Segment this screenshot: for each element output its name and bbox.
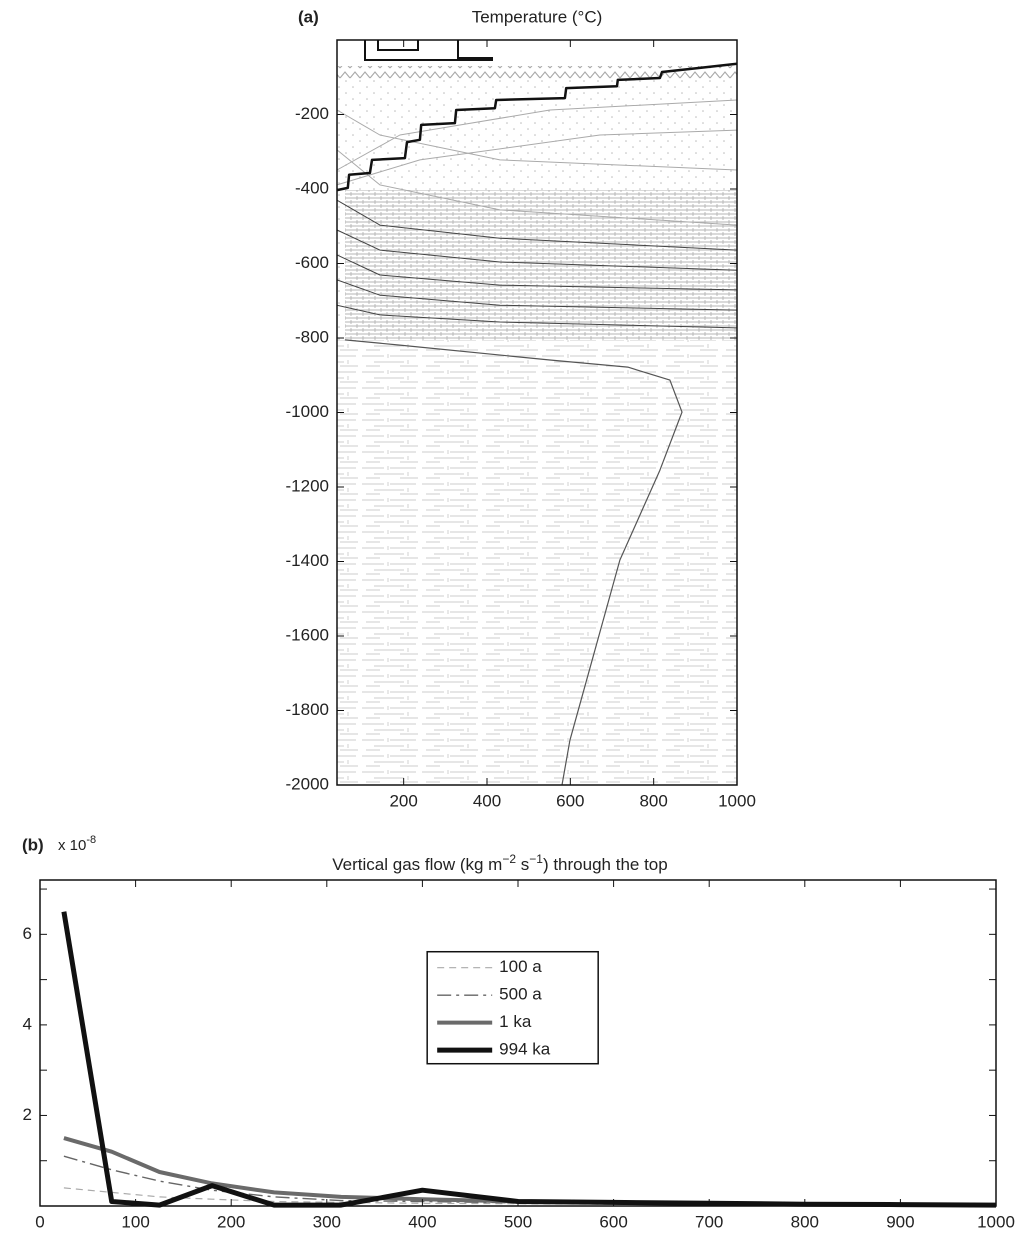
x-tick-label: 400 (408, 1212, 436, 1231)
x-tick-label: 900 (886, 1212, 914, 1231)
legend-label: 100 a (499, 957, 542, 976)
series-line (336, 99, 738, 171)
series-line (336, 279, 738, 311)
title-part: −1 (529, 852, 543, 866)
y-tick-label: 4 (23, 1014, 32, 1033)
x-tick-label: 0 (35, 1212, 44, 1231)
title-part: ) through the top (543, 855, 668, 874)
y-tick-label: -1200 (286, 476, 329, 495)
x-tick-label: 500 (504, 1212, 532, 1231)
series-line (336, 304, 738, 329)
series-line (336, 109, 738, 171)
series-line (336, 149, 738, 226)
x-tick-label: 1000 (718, 791, 756, 810)
x-tick-label: 300 (313, 1212, 341, 1231)
x-tick-label: 800 (639, 791, 667, 810)
legend-label: 500 a (499, 985, 542, 1004)
title-part: Vertical gas flow (kg m (332, 855, 502, 874)
y-tick-label: -600 (295, 253, 329, 272)
title-part: s (516, 855, 529, 874)
series-line (344, 339, 683, 786)
series-line (336, 229, 738, 271)
y-tick-label: -1800 (286, 700, 329, 719)
multiplier-base: x 10 (58, 837, 86, 854)
x-tick-label: 400 (473, 791, 501, 810)
y-tick-label: -1000 (286, 402, 329, 421)
x-tick-label: 200 (217, 1212, 245, 1231)
series-line (336, 254, 738, 291)
series-line (63, 1187, 997, 1207)
x-tick-label: 600 (599, 1212, 627, 1231)
panel-label: (b) (22, 835, 44, 854)
x-tick-label: 700 (695, 1212, 723, 1231)
y-tick-label: -200 (295, 104, 329, 123)
x-tick-label: 100 (121, 1212, 149, 1231)
y-tick-label: -400 (295, 178, 329, 197)
y-tick-label: 2 (23, 1105, 32, 1124)
legend-box (426, 950, 599, 1065)
y-tick-label: -800 (295, 327, 329, 346)
series-line (336, 62, 738, 192)
axis-multiplier: x 10-8 (58, 834, 96, 854)
panel-a-background (337, 40, 737, 785)
legend-label: 994 ka (499, 1040, 551, 1059)
legend-label: 1 ka (499, 1012, 532, 1031)
multiplier-exp: -8 (86, 834, 96, 846)
chart-title: Temperature (°C) (472, 7, 603, 26)
x-tick-label: 200 (389, 791, 417, 810)
chart-title: Vertical gas flow (kg m−2 s−1) through t… (332, 852, 667, 874)
y-tick-label: -1400 (286, 551, 329, 570)
series-line (336, 129, 738, 186)
y-tick-label: 6 (23, 924, 32, 943)
x-tick-label: 1000 (977, 1212, 1015, 1231)
series-line (63, 1136, 997, 1208)
title-part: −2 (502, 852, 516, 866)
series-line (336, 199, 738, 251)
y-tick-label: -1600 (286, 625, 329, 644)
y-tick-label: -2000 (286, 774, 329, 793)
x-tick-label: 600 (556, 791, 584, 810)
x-tick-label: 800 (791, 1212, 819, 1231)
panel-label: (a) (298, 7, 319, 26)
